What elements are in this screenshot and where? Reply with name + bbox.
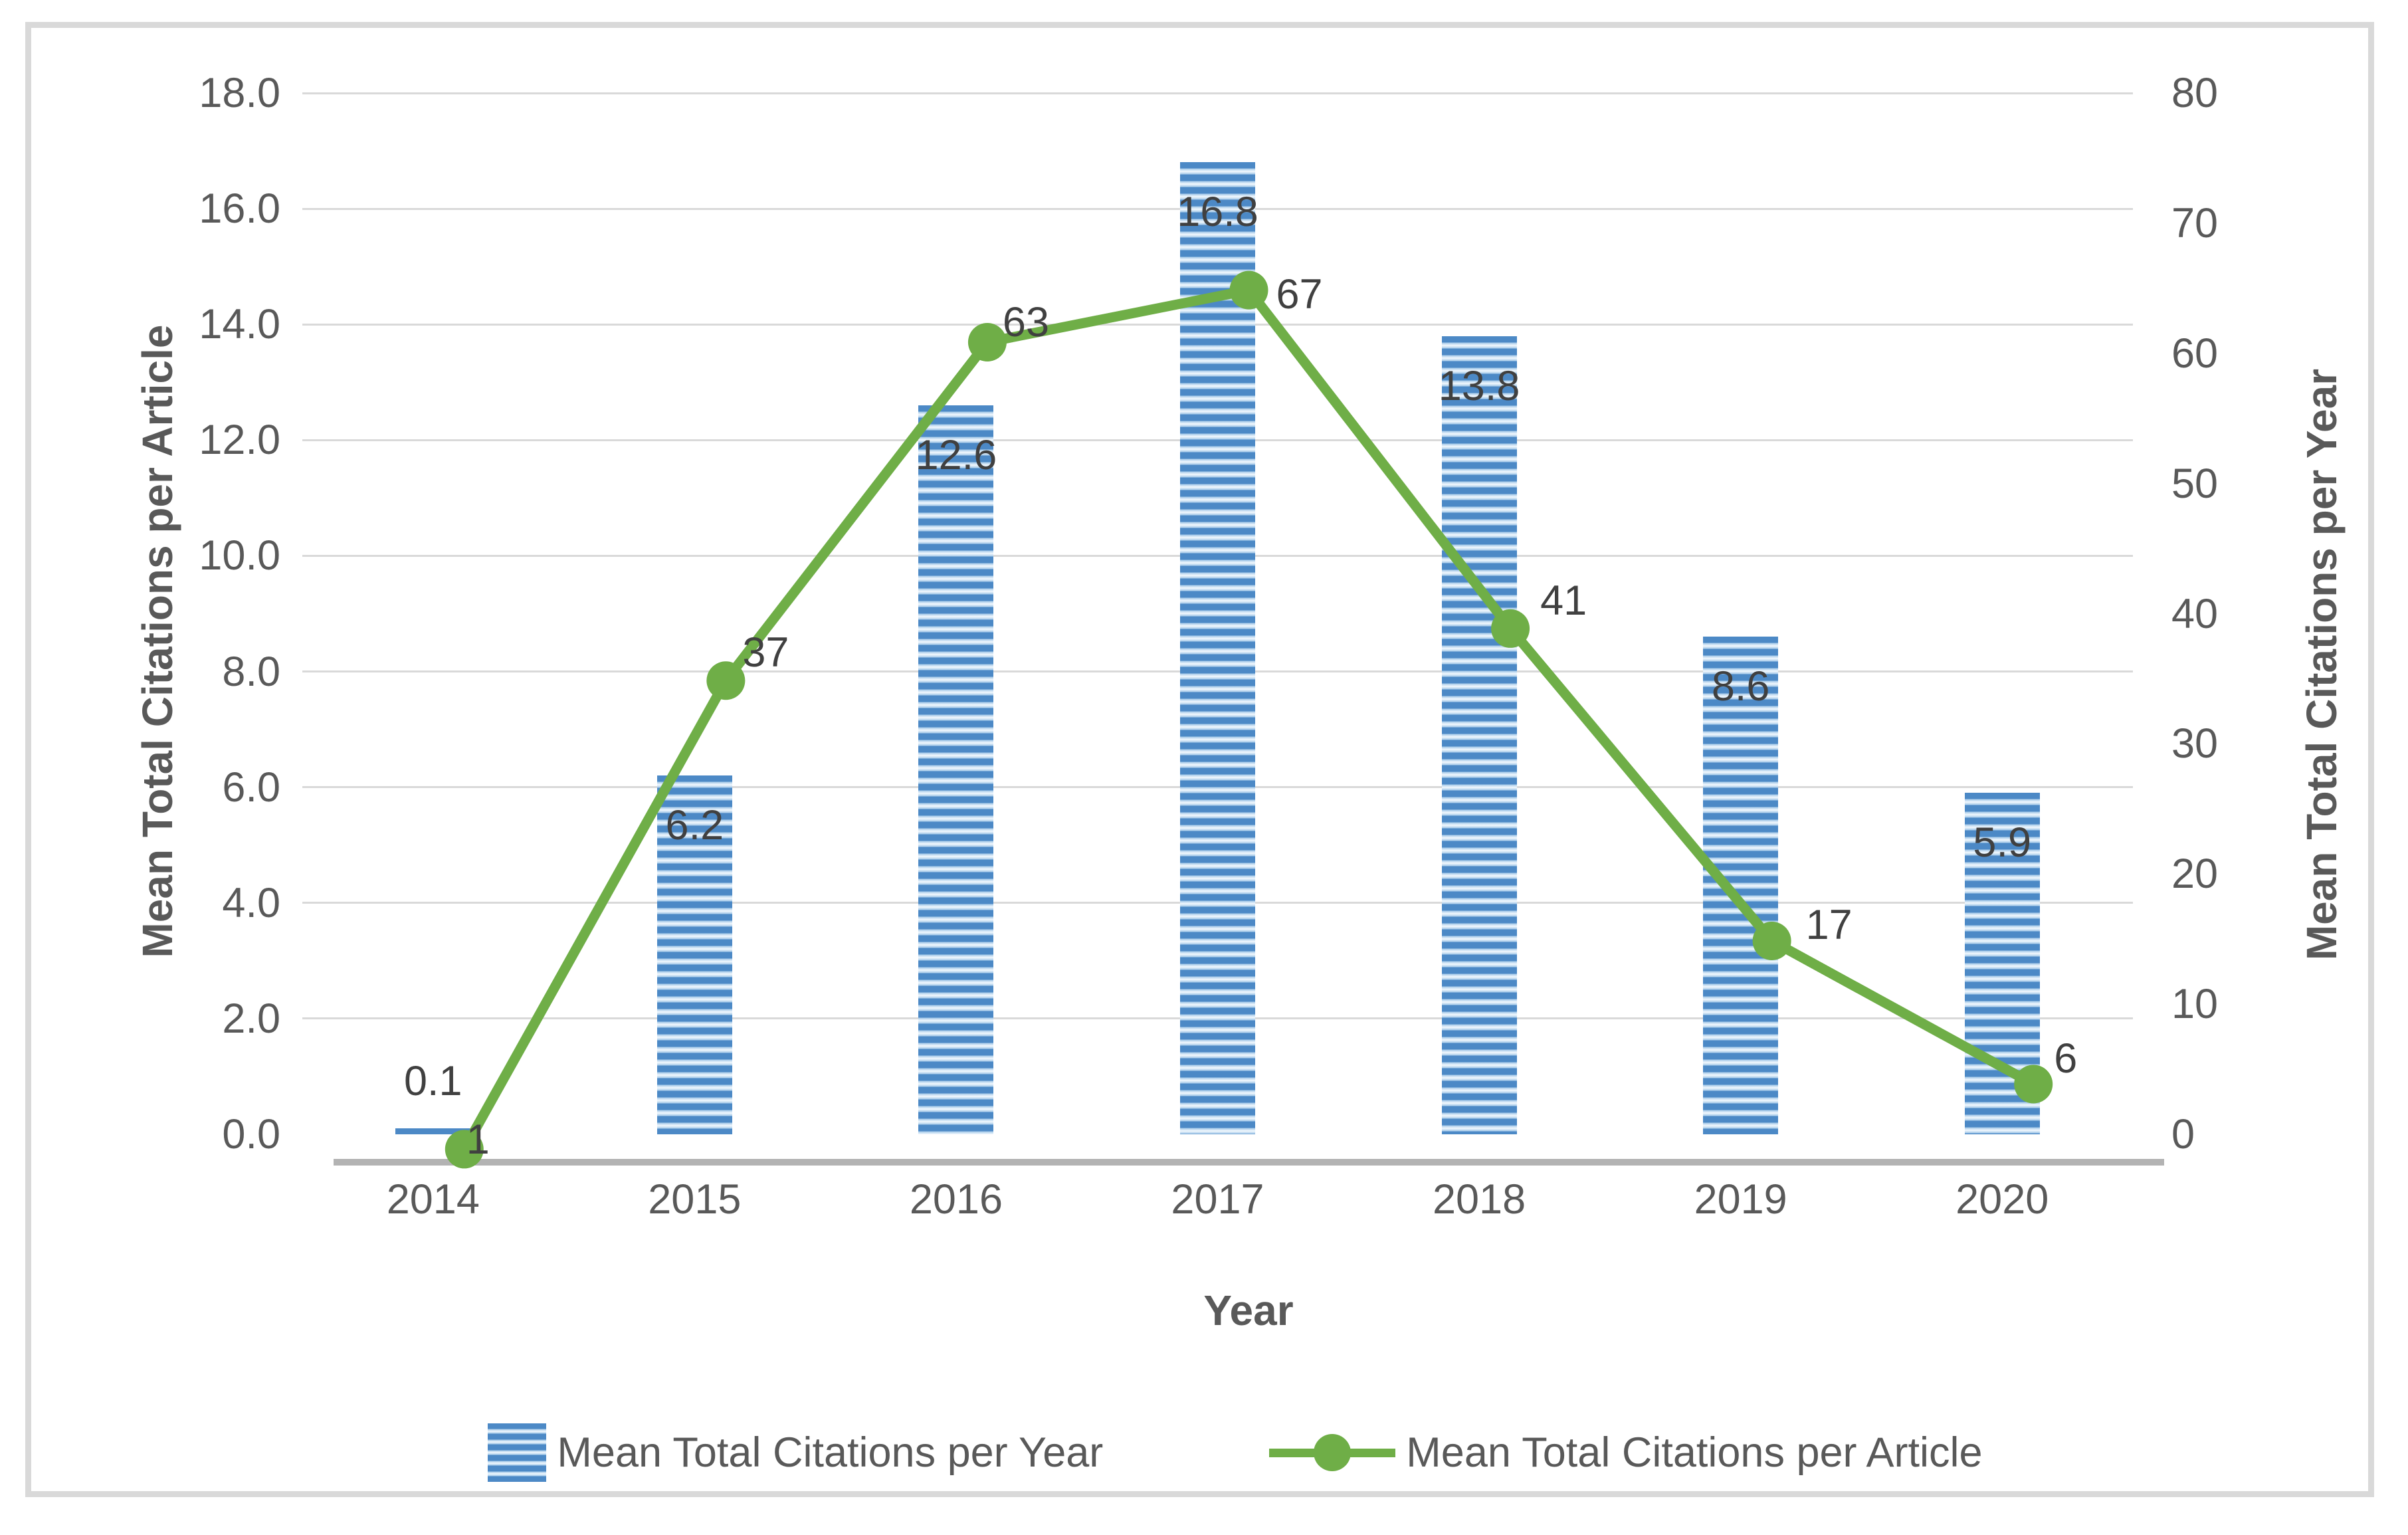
- bar-value-label: 12.6: [915, 432, 997, 479]
- legend-item-bars: Mean Total Citations per Year: [488, 1423, 1103, 1482]
- right-axis-tick: 50: [2171, 460, 2219, 507]
- line-series: [445, 270, 2053, 1169]
- bar-value-label: 5.9: [1973, 819, 2031, 867]
- bar-2018: [1441, 336, 1517, 1134]
- x-axis-tick: 2014: [386, 1176, 480, 1223]
- left-axis-tick: 8.0: [222, 648, 280, 695]
- bar-2019: [1703, 637, 1779, 1134]
- left-axis-tick: 4.0: [222, 879, 280, 926]
- line-value-label: 17: [1805, 902, 1853, 948]
- x-axis-line: [334, 1159, 2164, 1166]
- x-axis-tick: 2017: [1171, 1176, 1264, 1223]
- left-axis-tick: 2.0: [222, 995, 280, 1042]
- left-axis-tick: 6.0: [222, 764, 280, 811]
- legend-item-line: Mean Total Citations per Article: [1269, 1429, 1983, 1476]
- line-marker-swatch-icon: [1269, 1431, 1396, 1474]
- bar-2014: [395, 1128, 471, 1134]
- right-axis-tick: 30: [2171, 720, 2219, 768]
- right-axis-tick: 70: [2171, 199, 2219, 247]
- left-axis-tick: 12.0: [199, 417, 280, 464]
- legend-label: Mean Total Citations per Year: [557, 1429, 1104, 1476]
- bar-value-label: 0.1: [403, 1058, 462, 1105]
- line-marker-icon: [1752, 922, 1791, 961]
- right-axis-tick: 60: [2171, 330, 2219, 377]
- line-marker-icon: [2014, 1065, 2053, 1104]
- line-marker-icon: [1491, 609, 1530, 648]
- left-axis-title: Mean Total Citations per Article: [134, 324, 181, 958]
- left-axis-tick: 0.0: [222, 1111, 280, 1158]
- line-value-label: 6: [2054, 1035, 2078, 1082]
- bar-value-label: 6.2: [665, 802, 724, 849]
- line-marker-icon: [445, 1130, 484, 1169]
- right-axis-tick: 20: [2171, 851, 2219, 898]
- line-path: [459, 285, 2039, 1154]
- x-axis-tick: 2015: [648, 1176, 742, 1223]
- right-axis-tick: 10: [2171, 981, 2219, 1028]
- line-marker-icon: [706, 661, 746, 700]
- right-axis-tick: 40: [2171, 590, 2219, 637]
- legend-label: Mean Total Citations per Article: [1406, 1429, 1983, 1476]
- right-axis-tick: 80: [2171, 70, 2219, 116]
- bar-2017: [1180, 162, 1255, 1134]
- x-axis-tick: 2020: [1956, 1176, 2049, 1223]
- line-marker-icon: [967, 322, 1007, 361]
- gridline: [302, 92, 2133, 94]
- x-axis-title: Year: [1203, 1286, 1294, 1334]
- right-axis-tick: 0: [2171, 1111, 2195, 1158]
- left-axis-tick: 16.0: [199, 185, 280, 233]
- right-axis-title: Mean Total Citations per Year: [2298, 368, 2346, 961]
- x-axis-tick: 2019: [1694, 1176, 1787, 1223]
- left-axis-tick: 18.0: [199, 70, 280, 116]
- chart-frame: 0.1 6.2 12.6 16.8 13.8 8.6 5.9 1 37 63 67 41 17 6 18.…: [25, 22, 2374, 1497]
- bar-value-label: 16.8: [1177, 189, 1258, 236]
- bar-2015: [656, 775, 732, 1134]
- line-value-label: 41: [1540, 577, 1587, 624]
- x-axis-tick: 2016: [909, 1176, 1003, 1223]
- bar-value-label: 8.6: [1711, 663, 1770, 710]
- x-axis-tick: 2018: [1432, 1176, 1526, 1223]
- left-axis-tick: 14.0: [199, 301, 280, 348]
- legend: Mean Total Citations per Year Mean Total…: [62, 1423, 2408, 1482]
- bar-value-label: 13.8: [1438, 362, 1520, 409]
- line-value-label: 37: [742, 629, 789, 676]
- bar-2016: [918, 405, 994, 1134]
- line-value-label: 67: [1276, 270, 1323, 318]
- line-value-label: 63: [1002, 298, 1049, 346]
- line-marker-icon: [1229, 270, 1268, 310]
- bar-pattern-swatch-icon: [488, 1423, 547, 1482]
- line-value-label: 1: [466, 1116, 490, 1164]
- left-axis-tick: 10.0: [199, 532, 280, 579]
